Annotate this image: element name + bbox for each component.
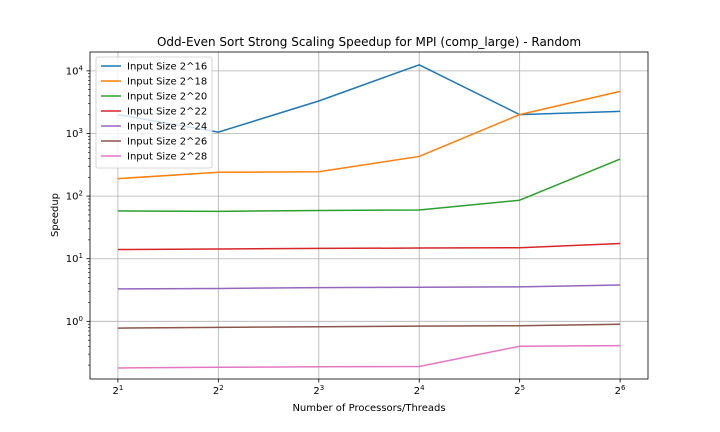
y-tick-label: 100 — [66, 315, 83, 328]
x-tick-label: 26 — [615, 384, 626, 397]
y-tick-label: 101 — [66, 252, 83, 265]
legend-label: Input Size 2^16 — [127, 62, 207, 73]
y-axis-label: Speedup — [50, 193, 61, 237]
legend: Input Size 2^16 Input Size 2^18 Input Size… — [95, 56, 213, 169]
legend-label: Input Size 2^28 — [127, 152, 207, 163]
y-tick-label: 102 — [66, 190, 83, 203]
x-axis-label: Number of Processors/Threads — [292, 403, 445, 414]
y-tick-label: 103 — [66, 127, 83, 140]
legend-label: Input Size 2^26 — [127, 137, 207, 148]
x-tick-label: 21 — [112, 384, 123, 397]
legend-label: Input Size 2^20 — [127, 92, 207, 103]
series-line — [117, 323, 621, 329]
plot-frame — [89, 51, 649, 380]
legend-label: Input Size 2^22 — [127, 107, 207, 118]
series-line — [117, 344, 621, 369]
x-tick-label: 25 — [514, 384, 525, 397]
legend-label: Input Size 2^24 — [127, 122, 207, 133]
x-tick-label: 22 — [213, 384, 224, 397]
legend-box — [95, 56, 213, 169]
x-tick-label: 23 — [313, 384, 324, 397]
series-line — [117, 90, 621, 180]
series-line — [117, 284, 621, 290]
y-tick-label: 104 — [66, 64, 84, 77]
legend-label: Input Size 2^18 — [127, 77, 207, 88]
axis-ticks: 21 22 23 24 25 26 100 101 102 103 104 — [66, 64, 626, 397]
series-line — [117, 242, 621, 251]
series-line — [117, 158, 621, 213]
chart-title: Odd-Even Sort Strong Scaling Speedup for… — [157, 35, 581, 49]
x-tick-label: 24 — [414, 384, 425, 397]
